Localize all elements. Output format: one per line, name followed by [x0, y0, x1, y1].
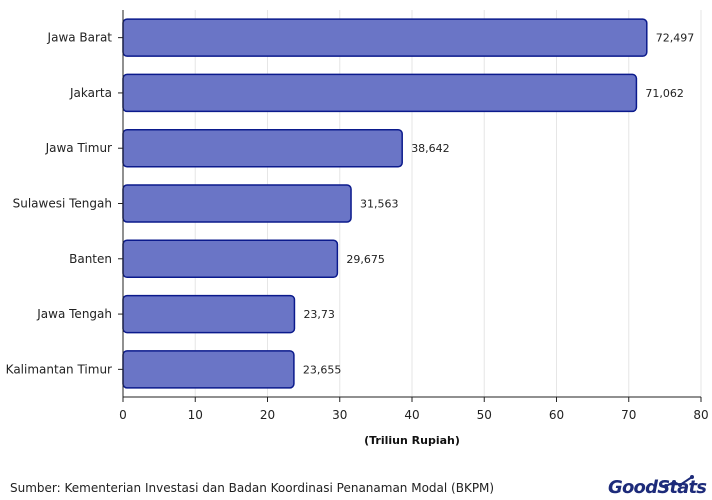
x-axis-title: (Triliun Rupiah): [364, 434, 460, 447]
category-label: Jawa Timur: [45, 141, 112, 155]
category-label: Jawa Tengah: [36, 307, 112, 321]
category-label: Jakarta: [69, 86, 112, 100]
growth-chart-icon: [664, 475, 694, 488]
axes: [118, 10, 702, 402]
x-tick-label: 50: [477, 408, 492, 422]
bar: [122, 350, 295, 389]
data-label: 71,062: [645, 87, 684, 100]
bar: [122, 294, 296, 334]
x-tick-label: 70: [621, 408, 636, 422]
x-tick-label: 80: [693, 408, 708, 422]
x-tick-label: 30: [332, 408, 347, 422]
category-label: Jawa Barat: [47, 31, 113, 45]
data-label: 23,73: [303, 308, 335, 321]
category-label: Kalimantan Timur: [6, 362, 112, 376]
x-tick-label: 10: [188, 408, 203, 422]
data-label: 38,642: [411, 142, 450, 155]
logo-text: GoodStats: [608, 477, 707, 498]
data-label: 31,563: [360, 198, 399, 211]
x-tick-label: 60: [549, 408, 564, 422]
category-label: Banten: [69, 252, 112, 266]
bar: [122, 73, 638, 113]
x-tick-label: 40: [404, 408, 419, 422]
source-note: Sumber: Kementerian Investasi dan Badan …: [10, 481, 495, 495]
data-label: 29,675: [346, 253, 385, 266]
labels: 0 10 20 30 40 50 60 70 80 Jawa Barat 72,497 Jakarta…: [6, 31, 709, 422]
data-label: 72,497: [656, 32, 695, 45]
data-label: 23,655: [303, 363, 342, 376]
category-label: Sulawesi Tengah: [13, 197, 112, 211]
bars: [122, 18, 648, 389]
bar: [122, 184, 352, 223]
bar: [122, 239, 339, 279]
x-tick-label: 0: [119, 408, 127, 422]
bar: [122, 128, 403, 168]
goodstats-logo: GoodStats: [608, 474, 708, 498]
x-tick-label: 20: [260, 408, 275, 422]
bar: [122, 18, 648, 57]
